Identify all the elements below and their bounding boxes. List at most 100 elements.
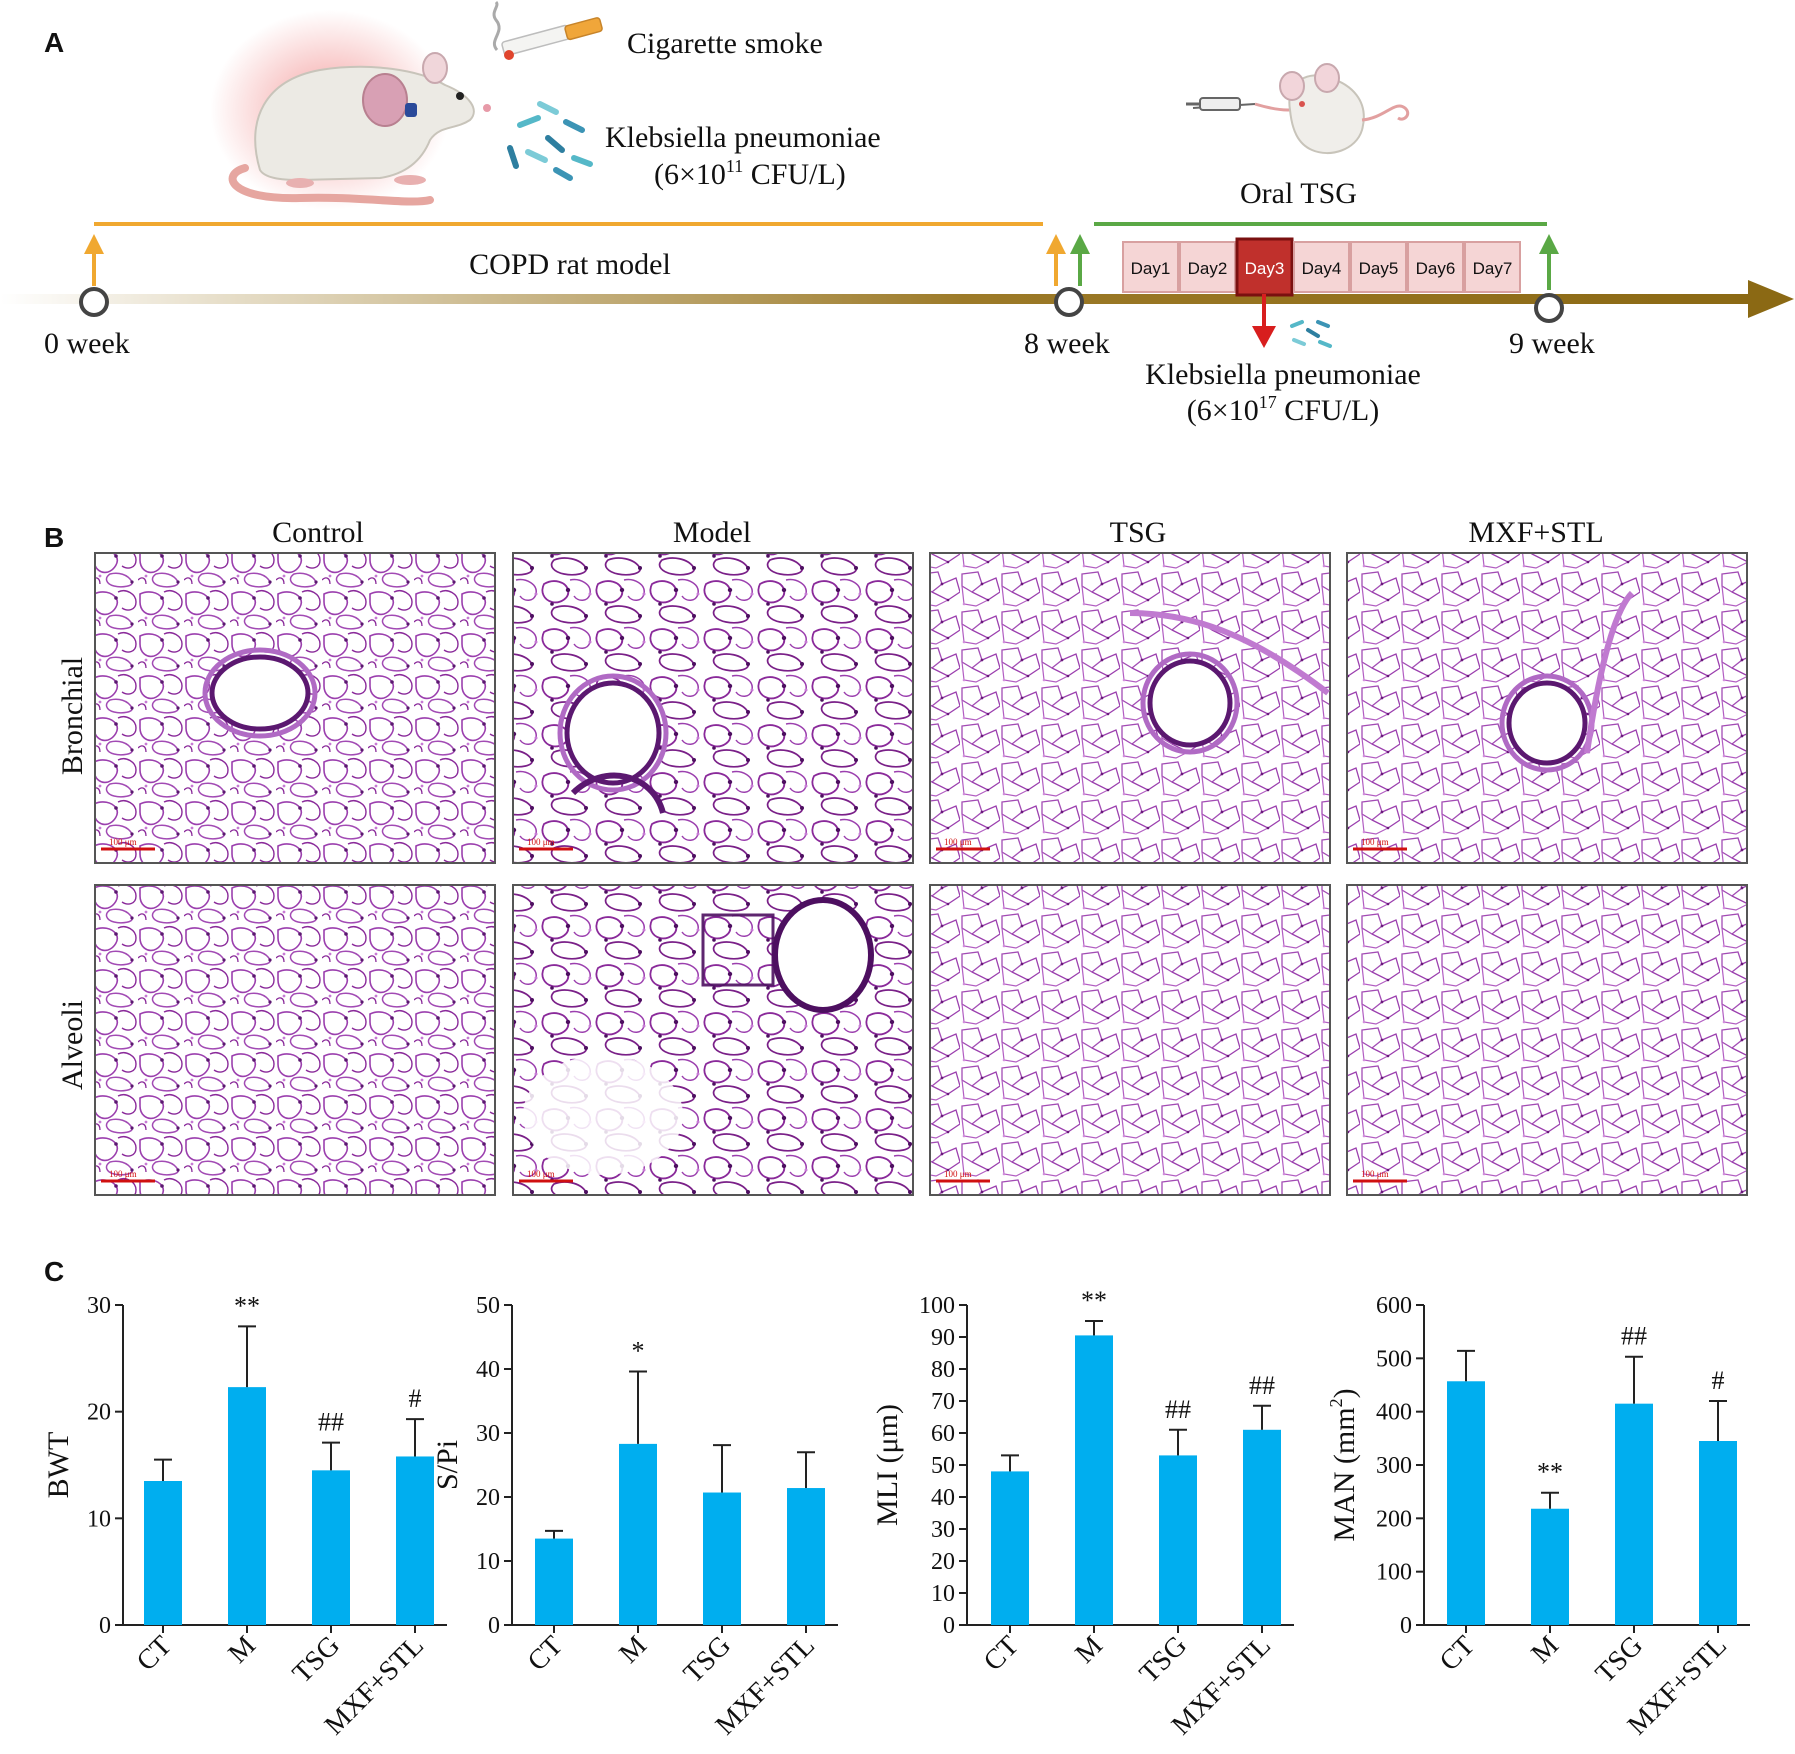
oral-tsg-label: Oral TSG bbox=[1240, 177, 1357, 210]
y-tick-label: 100 bbox=[919, 1293, 955, 1319]
scale-bar-label: 100 μm bbox=[527, 1169, 555, 1179]
scale-bar-label: 100 μm bbox=[109, 837, 137, 847]
significance-marker: ## bbox=[1165, 1395, 1191, 1424]
bronchus-wall bbox=[557, 673, 669, 793]
significance-marker: # bbox=[1712, 1366, 1725, 1395]
y-tick-label: 200 bbox=[1376, 1506, 1412, 1532]
day-label: Day6 bbox=[1416, 259, 1456, 278]
arrow-week8-orange bbox=[1046, 234, 1066, 286]
significance-marker: ** bbox=[1081, 1286, 1107, 1315]
bar-ct bbox=[1447, 1381, 1485, 1625]
panel-b: B Control Model TSG MXF+STL Bronchial Al… bbox=[44, 516, 1748, 1196]
scale-bar-label: 100 μm bbox=[944, 837, 972, 847]
y-tick-label: 60 bbox=[931, 1421, 955, 1447]
y-tick-label: 80 bbox=[931, 1357, 955, 1383]
y-tick-label: 20 bbox=[931, 1549, 955, 1575]
scale-bar-label: 100 μm bbox=[1361, 1169, 1389, 1179]
klebsiella-dose-1: (6×1011 CFU/L) bbox=[654, 156, 846, 191]
row-label-alveoli: Alveoli bbox=[56, 1000, 89, 1090]
inoculation-arrow bbox=[1252, 294, 1276, 348]
y-tick-label: 500 bbox=[1376, 1346, 1412, 1372]
day-label: Day5 bbox=[1359, 259, 1399, 278]
bar-tsg bbox=[312, 1470, 350, 1625]
x-category-label: M bbox=[222, 1630, 262, 1670]
bar-tsg bbox=[703, 1492, 741, 1625]
significance-marker: ## bbox=[318, 1408, 344, 1437]
x-category-label: TSG bbox=[287, 1630, 346, 1689]
y-axis-title: S/Pi bbox=[431, 1440, 464, 1490]
significance-marker: ** bbox=[1537, 1458, 1563, 1487]
bar-mxf-stl bbox=[1699, 1441, 1737, 1625]
y-tick-label: 50 bbox=[931, 1453, 955, 1479]
y-tick-label: 400 bbox=[1376, 1400, 1412, 1426]
bar-tsg bbox=[1615, 1403, 1653, 1625]
bar-m bbox=[1531, 1508, 1569, 1625]
x-category-label: M bbox=[613, 1630, 653, 1670]
day-label: Day4 bbox=[1302, 259, 1342, 278]
significance-marker: ## bbox=[1621, 1322, 1647, 1351]
bar-mxf-stl bbox=[787, 1488, 825, 1625]
significance-marker: * bbox=[632, 1337, 645, 1366]
column-label-control: Control bbox=[272, 516, 364, 549]
y-tick-label: 0 bbox=[943, 1613, 955, 1639]
y-tick-label: 300 bbox=[1376, 1453, 1412, 1479]
x-category-label: TSG bbox=[678, 1630, 737, 1689]
y-axis-title: MAN (mm2) bbox=[1326, 1388, 1361, 1541]
y-tick-label: 30 bbox=[476, 1421, 500, 1447]
klebsiella-dose-2: (6×1017 CFU/L) bbox=[1187, 392, 1379, 427]
klebsiella-label-1: Klebsiella pneumoniae bbox=[605, 121, 881, 154]
day-boxes: Day1 Day2 Day3 Day4 Day5 Day6 Day7 bbox=[1122, 237, 1521, 297]
x-category-label: TSG bbox=[1134, 1630, 1193, 1689]
y-tick-label: 20 bbox=[87, 1400, 111, 1426]
histology-panel-alveoli-3: 100 μm bbox=[929, 884, 1331, 1196]
bar-m bbox=[228, 1387, 266, 1625]
x-category-label: TSG bbox=[1590, 1630, 1649, 1689]
timeline-arrowhead bbox=[1748, 280, 1794, 318]
bar-ct bbox=[144, 1481, 182, 1625]
day-label: Day2 bbox=[1188, 259, 1228, 278]
klebsiella-label-2: Klebsiella pneumoniae bbox=[1145, 358, 1421, 391]
day-box-7: Day7 bbox=[1464, 241, 1521, 293]
y-tick-label: 30 bbox=[87, 1293, 111, 1319]
day-box-4: Day4 bbox=[1293, 241, 1350, 293]
panel-c-label: C bbox=[44, 1256, 64, 1287]
y-tick-label: 50 bbox=[476, 1293, 500, 1319]
histology-panel-alveoli-2: 100 μm bbox=[512, 884, 914, 1196]
mouse-illustration bbox=[1186, 63, 1410, 155]
scale-bar-label: 100 μm bbox=[1361, 837, 1389, 847]
chart-3: 0 10 20 30 40 50 60 70 80 90 100 MLI (μm) CT M ** TSG ##… bbox=[871, 1286, 1294, 1741]
histology-panel-alveoli-4: 100 μm bbox=[1346, 884, 1748, 1196]
arrow-week0-orange bbox=[84, 234, 104, 286]
x-category-label: M bbox=[1069, 1630, 1109, 1670]
histology-panel-bronchial-4: 100 μm bbox=[1346, 552, 1748, 864]
y-tick-label: 70 bbox=[931, 1389, 955, 1415]
scale-bar-label: 100 μm bbox=[109, 1169, 137, 1179]
y-tick-label: 20 bbox=[476, 1485, 500, 1511]
y-tick-label: 10 bbox=[931, 1581, 955, 1607]
significance-marker: ** bbox=[234, 1291, 260, 1320]
week9-label: 9 week bbox=[1509, 327, 1595, 360]
bronchus-wall bbox=[1140, 651, 1240, 755]
cigarette-icon bbox=[492, 0, 603, 60]
bronchus-lumen bbox=[1506, 680, 1588, 766]
x-category-label: CT bbox=[978, 1630, 1025, 1677]
y-tick-label: 0 bbox=[99, 1613, 111, 1639]
histology-grid: 100 μm 100 μm 100 μm 100 μm 100 μm 100 μm 100 … bbox=[94, 552, 1748, 1196]
bronchus-wall bbox=[202, 647, 318, 739]
y-tick-label: 0 bbox=[488, 1613, 500, 1639]
y-tick-label: 90 bbox=[931, 1325, 955, 1351]
bar-mxf-stl bbox=[396, 1456, 434, 1625]
bar-m bbox=[619, 1443, 657, 1625]
timepoint-week8 bbox=[1054, 287, 1084, 317]
y-tick-label: 30 bbox=[931, 1517, 955, 1543]
y-tick-label: 10 bbox=[476, 1549, 500, 1575]
bronchus-lumen bbox=[564, 680, 662, 786]
panel-b-label: B bbox=[44, 522, 64, 553]
copd-model-label: COPD rat model bbox=[469, 248, 671, 281]
y-tick-label: 100 bbox=[1376, 1560, 1412, 1586]
x-category-label: CT bbox=[1434, 1630, 1481, 1677]
y-tick-label: 0 bbox=[1400, 1613, 1412, 1639]
bacteria-icon bbox=[507, 101, 593, 181]
